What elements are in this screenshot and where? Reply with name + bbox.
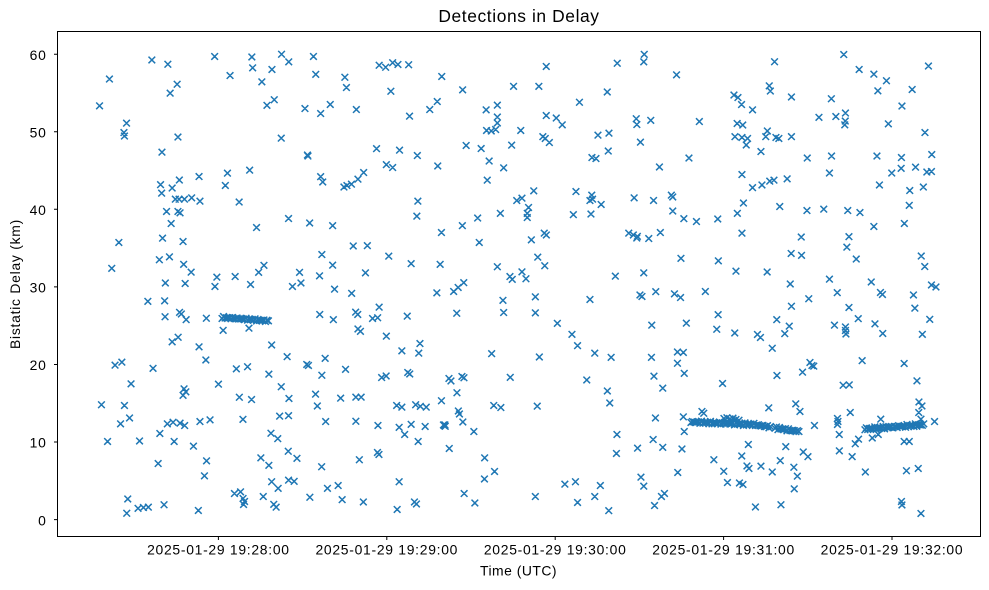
svg-text:0: 0 [38,512,46,528]
svg-text:Bistatic Delay (km): Bistatic Delay (km) [7,219,23,349]
svg-text:20: 20 [30,357,47,373]
svg-text:2025-01-29 19:30:00: 2025-01-29 19:30:00 [484,542,627,558]
svg-text:Time (UTC): Time (UTC) [480,563,557,579]
svg-text:10: 10 [30,435,47,451]
svg-text:50: 50 [30,125,47,141]
svg-text:2025-01-29 19:28:00: 2025-01-29 19:28:00 [147,542,290,558]
svg-text:2025-01-29 19:32:00: 2025-01-29 19:32:00 [821,542,964,558]
svg-text:Detections in Delay: Detections in Delay [438,6,599,26]
svg-text:40: 40 [30,202,47,218]
svg-text:2025-01-29 19:31:00: 2025-01-29 19:31:00 [652,542,795,558]
svg-text:60: 60 [30,47,47,63]
svg-text:30: 30 [30,280,47,296]
svg-text:2025-01-29 19:29:00: 2025-01-29 19:29:00 [315,542,458,558]
